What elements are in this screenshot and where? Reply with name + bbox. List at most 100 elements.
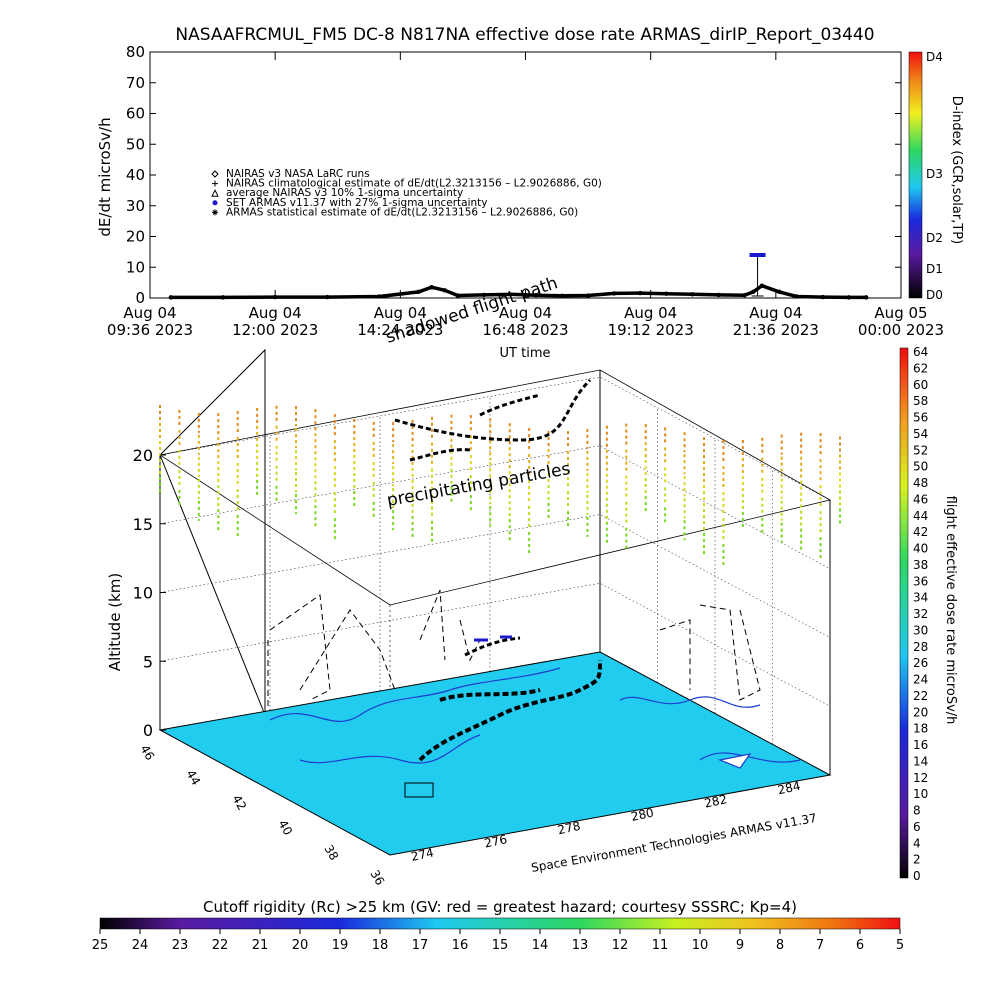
data-point xyxy=(481,292,486,298)
y-tick-label: 0 xyxy=(135,289,145,307)
cutoff-rigidity-tick-label: 22 xyxy=(212,938,229,953)
data-point xyxy=(507,292,513,297)
longitude-tick-label: 280 xyxy=(630,805,655,823)
x-tick-time: 09:36 2023 xyxy=(107,321,193,339)
cutoff-rigidity-tick-label: 10 xyxy=(692,938,709,953)
dose-rate-tick-label: 34 xyxy=(913,591,928,605)
dose-rate-label: flight effective dose rate microSv/h xyxy=(943,496,958,725)
dose-rate-tick-label: 20 xyxy=(913,705,928,719)
data-point xyxy=(759,283,765,288)
legend-label: average NAIRAS v3 10% 1-sigma uncertaint… xyxy=(226,187,463,199)
latitude-ticks: 46 44 42 40 38 36 xyxy=(137,743,387,888)
d-index-tick-label: D2 xyxy=(926,231,943,245)
data-point xyxy=(794,294,799,299)
dose-rate-tick-label: 30 xyxy=(913,623,928,637)
longitude-tick-label: 274 xyxy=(410,845,435,863)
altitude-axis-label: Altitude (km) xyxy=(106,573,124,671)
dose-rate-tick-label: 18 xyxy=(913,722,928,736)
altitude-gridline xyxy=(159,376,831,501)
map-box xyxy=(404,782,434,798)
d-index-tick-label: D3 xyxy=(926,167,943,181)
x-tick-date: Aug 04 xyxy=(499,304,552,322)
legend-item: ARMAS statistical estimate of dE/dt(L2.3… xyxy=(212,206,578,218)
timeseries-data xyxy=(168,252,869,300)
x-tick-date: Aug 04 xyxy=(249,304,302,322)
x-axis-label: UT time xyxy=(500,346,551,361)
data-point xyxy=(742,293,747,298)
data-point xyxy=(272,294,278,300)
dose-rate-tick-label: 58 xyxy=(913,394,928,408)
latitude-tick-label: 42 xyxy=(229,793,249,813)
cutoff-rigidity-tick-label: 5 xyxy=(896,938,904,953)
altitude-ticks: 0 5 10 15 20 xyxy=(133,446,166,740)
dose-rate-tick-label: 12 xyxy=(913,771,928,785)
y-tick-label: 50 xyxy=(126,135,145,153)
x-tick-time: 21:36 2023 xyxy=(733,321,819,339)
legend-triangle-icon xyxy=(211,189,219,197)
data-point xyxy=(533,293,539,298)
cutoff-rigidity-label: Cutoff rigidity (Rc) >25 km (GV: red = g… xyxy=(203,898,797,916)
dose-rate-tick-label: 8 xyxy=(913,804,921,818)
longitude-tick-label: 276 xyxy=(483,832,508,850)
data-point xyxy=(559,293,565,299)
dose-rate-columns xyxy=(159,405,841,568)
legend-asterisk-icon xyxy=(212,209,218,216)
dose-rate-tick-label: 38 xyxy=(913,558,928,572)
altitude-gridline xyxy=(159,514,831,638)
legend-diamond-icon xyxy=(211,170,219,178)
data-point xyxy=(325,294,330,300)
legend-item: SET ARMAS v11.37 with 27% 1-sigma uncert… xyxy=(212,197,488,209)
data-point xyxy=(751,289,756,295)
dose-rate-tick-label: 4 xyxy=(913,836,921,850)
cutoff-rigidity-tick-label: 18 xyxy=(372,938,389,953)
legend-label: NAIRAS v3 NASA LaRC runs xyxy=(226,168,370,180)
data-point xyxy=(864,295,869,300)
dose-rate-tick-label: 46 xyxy=(913,492,928,506)
cutoff-rigidity-tick-label: 20 xyxy=(292,938,309,953)
longitude-tick-label: 284 xyxy=(776,779,801,797)
back-wall-left xyxy=(159,348,266,716)
cutoff-rigidity-colorbar xyxy=(99,917,901,930)
dose-rate-colorbar xyxy=(899,347,909,879)
y-tick-label: 70 xyxy=(126,74,145,92)
latitude-tick-label: 44 xyxy=(183,768,203,788)
data-point xyxy=(220,295,226,300)
dose-rate-tick-label: 2 xyxy=(913,853,921,867)
dose-rate-tick-label: 22 xyxy=(913,689,928,703)
dose-rate-tick-label: 52 xyxy=(913,443,928,457)
x-tick-date: Aug 04 xyxy=(374,304,427,322)
cutoff-rigidity-tick-label: 23 xyxy=(172,938,189,953)
cutoff-rigidity-tick-label: 17 xyxy=(412,938,429,953)
dose-rate-tick-label: 54 xyxy=(913,427,928,441)
legend-label: NAIRAS climatological estimate of dE/dt(… xyxy=(226,178,602,190)
d-index-label: D-index (GCR,solar,TP) xyxy=(949,96,964,244)
d-index-tick-label: D4 xyxy=(926,50,943,64)
latitude-tick-label: 46 xyxy=(137,743,157,763)
cutoff-rigidity-tick-label: 7 xyxy=(816,938,824,953)
cutoff-rigidity-tick-label: 25 xyxy=(92,938,109,953)
dose-rate-tick-label: 36 xyxy=(913,574,928,588)
altitude-gridline xyxy=(159,445,831,569)
x-tick-time: 12:00 2023 xyxy=(232,321,318,339)
flight-track-ground xyxy=(418,659,602,762)
d-index-tick-label: D0 xyxy=(926,288,943,302)
dose-rate-tick-label: 62 xyxy=(913,361,928,375)
dose-rate-ticks: 0246810121416182022242628303234363840424… xyxy=(913,345,928,883)
d-index-colorbar xyxy=(908,51,923,299)
legend-item: average NAIRAS v3 10% 1-sigma uncertaint… xyxy=(211,187,463,199)
altitude-tick-label: 0 xyxy=(143,721,153,740)
y-tick-label: 60 xyxy=(126,105,145,123)
dose-rate-tick-label: 48 xyxy=(913,476,928,490)
cutoff-rigidity-tick-label: 13 xyxy=(572,938,589,953)
dose-rate-tick-label: 0 xyxy=(913,869,921,883)
longitude-tick-label: 278 xyxy=(556,819,581,837)
cutoff-rigidity-tick-label: 14 xyxy=(532,938,549,953)
dose-rate-tick-label: 16 xyxy=(913,738,928,752)
cutoff-rigidity-tick-label: 16 xyxy=(452,938,469,953)
cutoff-rigidity-tick-label: 21 xyxy=(252,938,269,953)
dose-rate-tick-label: 6 xyxy=(913,820,921,834)
dose-rate-tick-label: 26 xyxy=(913,656,928,670)
